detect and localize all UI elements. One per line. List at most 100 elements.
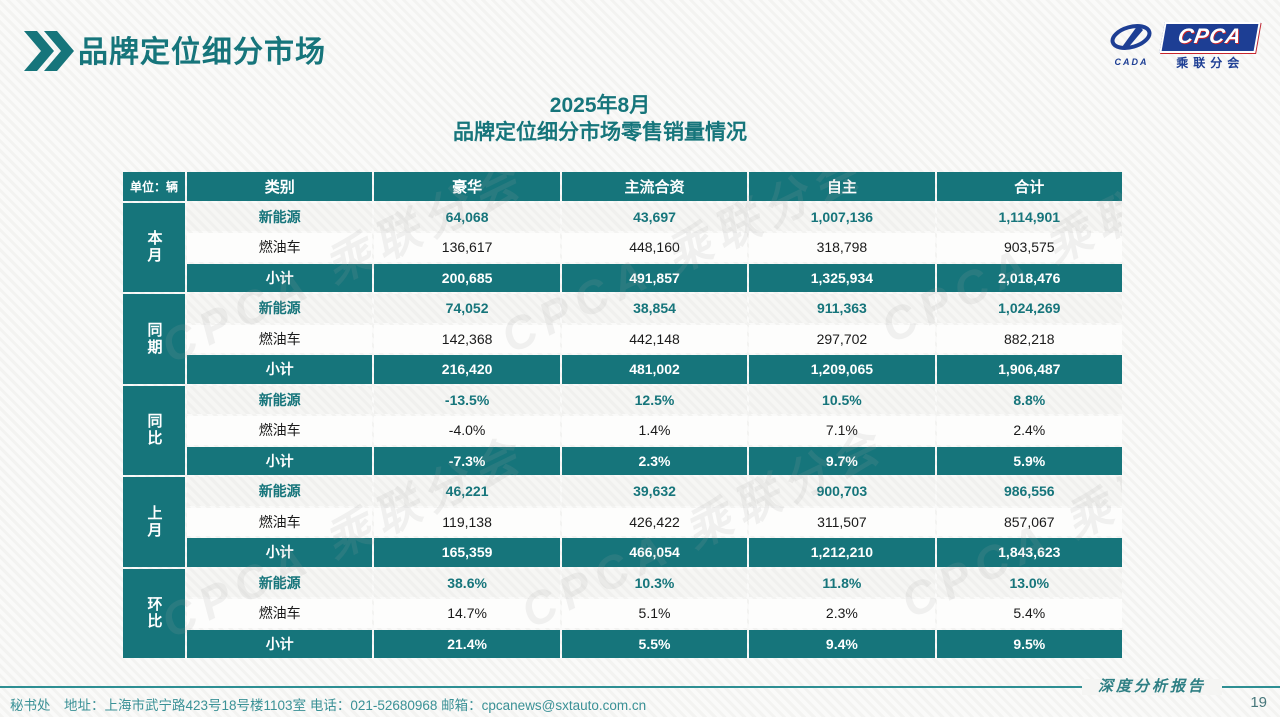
- row-category-label: 燃油车: [187, 599, 373, 628]
- column-header: 主流合资: [561, 172, 748, 201]
- table-cell-value: 21.4%: [374, 629, 560, 658]
- sales-table: 单位：辆 类别 豪华 主流合资 自主 合计 本月 新能源 64,068 43,697 1,007,1…: [123, 172, 1122, 658]
- table-cell-value: 986,556: [936, 477, 1122, 506]
- cada-label: CADA: [1114, 57, 1149, 67]
- table-title: 2025年8月 品牌定位细分市场零售销量情况: [0, 92, 1200, 146]
- table-cell-value: 10.5%: [749, 385, 935, 414]
- table-cell-value: 318,798: [749, 233, 935, 262]
- table-cell-value: 9.4%: [749, 629, 935, 658]
- table-cell-value: 136,617: [374, 233, 560, 262]
- table-cell-value: 481,002: [561, 355, 748, 384]
- table-cell-value: 466,054: [561, 538, 748, 567]
- table-cell-value: 2,018,476: [936, 263, 1122, 292]
- table-cell-value: 2.3%: [749, 599, 935, 628]
- table-cell-value: 311,507: [749, 507, 935, 536]
- table-cell-value: 8.8%: [936, 385, 1122, 414]
- table-cell-value: 1,007,136: [749, 202, 935, 231]
- cada-emblem: CADA: [1105, 22, 1157, 67]
- row-category-label: 小计: [187, 263, 373, 292]
- unit-label: 单位：辆: [123, 172, 185, 201]
- row-category-label: 新能源: [187, 294, 373, 323]
- table-cell-value: 7.1%: [749, 416, 935, 445]
- row-category-label: 新能源: [187, 385, 373, 414]
- page-number: 19: [1250, 694, 1267, 711]
- row-group-label: 同比: [123, 385, 185, 475]
- table-cell-value: 14.7%: [374, 599, 560, 628]
- table-cell-value: -4.0%: [374, 416, 560, 445]
- table-cell-value: 297,702: [749, 324, 935, 353]
- table-cell-value: 1,843,623: [936, 538, 1122, 567]
- table-cell-value: 903,575: [936, 233, 1122, 262]
- row-category-label: 小计: [187, 629, 373, 658]
- row-category-label: 新能源: [187, 568, 373, 597]
- table-cell-value: 9.7%: [749, 446, 935, 475]
- column-header: 自主: [749, 172, 935, 201]
- table-cell-value: 911,363: [749, 294, 935, 323]
- table-cell-value: 64,068: [374, 202, 560, 231]
- table-cell-value: 2.3%: [561, 446, 748, 475]
- row-group-label: 同期: [123, 294, 185, 384]
- row-category-label: 燃油车: [187, 416, 373, 445]
- table-cell-value: 1,325,934: [749, 263, 935, 292]
- table-title-line2: 品牌定位细分市场零售销量情况: [453, 121, 747, 144]
- table-cell-value: 165,359: [374, 538, 560, 567]
- row-category-label: 小计: [187, 538, 373, 567]
- table-cell-value: 2.4%: [936, 416, 1122, 445]
- table-cell-value: 10.3%: [561, 568, 748, 597]
- table-cell-value: 1.4%: [561, 416, 748, 445]
- row-category-label: 新能源: [187, 202, 373, 231]
- table-cell-value: 38,854: [561, 294, 748, 323]
- table-cell-value: 11.8%: [749, 568, 935, 597]
- table-cell-value: 448,160: [561, 233, 748, 262]
- row-category-label: 小计: [187, 355, 373, 384]
- table-cell-value: 38.6%: [374, 568, 560, 597]
- table-cell-value: 1,114,901: [936, 202, 1122, 231]
- row-category-label: 燃油车: [187, 324, 373, 353]
- table-title-line1: 2025年8月: [549, 94, 651, 117]
- table-cell-value: 142,368: [374, 324, 560, 353]
- table-cell-value: -13.5%: [374, 385, 560, 414]
- row-group-label: 本月: [123, 202, 185, 292]
- footer-contact: 秘书处 地址：上海市武宁路423号18号楼1103室 电话：021-526809…: [10, 698, 647, 713]
- cpca-logo: CADA CPCA 乘联分会: [1105, 22, 1261, 71]
- table-cell-value: 5.9%: [936, 446, 1122, 475]
- table-cell-value: 491,857: [561, 263, 748, 292]
- table-cell-value: 426,422: [561, 507, 748, 536]
- table-cell-value: 5.1%: [561, 599, 748, 628]
- row-category-label: 燃油车: [187, 507, 373, 536]
- report-type-label: 深度分析报告: [1081, 679, 1222, 695]
- table-cell-value: 5.4%: [936, 599, 1122, 628]
- row-group-label: 环比: [123, 568, 185, 658]
- table-cell-value: 200,685: [374, 263, 560, 292]
- table-cell-value: 1,906,487: [936, 355, 1122, 384]
- cada-swoosh-icon: [1108, 22, 1154, 59]
- table-cell-value: 1,212,210: [749, 538, 935, 567]
- cpca-label: CPCA: [1159, 22, 1261, 53]
- row-category-label: 新能源: [187, 477, 373, 506]
- row-category-label: 小计: [187, 446, 373, 475]
- table-cell-value: 857,067: [936, 507, 1122, 536]
- table-cell-value: 5.5%: [561, 629, 748, 658]
- row-group-label: 上月: [123, 477, 185, 567]
- table-cell-value: 216,420: [374, 355, 560, 384]
- table-cell-value: 74,052: [374, 294, 560, 323]
- column-header: 豪华: [374, 172, 560, 201]
- column-header: 合计: [936, 172, 1122, 201]
- cpca-wordmark: CPCA 乘联分会: [1159, 22, 1261, 71]
- table-cell-value: 12.5%: [561, 385, 748, 414]
- table-cell-value: 43,697: [561, 202, 748, 231]
- footer-divider: [0, 686, 1280, 688]
- table-cell-value: 46,221: [374, 477, 560, 506]
- table-cell-value: 882,218: [936, 324, 1122, 353]
- table-cell-value: 1,024,269: [936, 294, 1122, 323]
- table-cell-value: 900,703: [749, 477, 935, 506]
- table-cell-value: 13.0%: [936, 568, 1122, 597]
- table-cell-value: 39,632: [561, 477, 748, 506]
- table-cell-value: 9.5%: [936, 629, 1122, 658]
- column-header: 类别: [187, 172, 373, 201]
- page-title: 品牌定位细分市场: [78, 36, 326, 69]
- table-cell-value: 1,209,065: [749, 355, 935, 384]
- cpca-sub-label: 乘联分会: [1176, 56, 1245, 70]
- row-category-label: 燃油车: [187, 233, 373, 262]
